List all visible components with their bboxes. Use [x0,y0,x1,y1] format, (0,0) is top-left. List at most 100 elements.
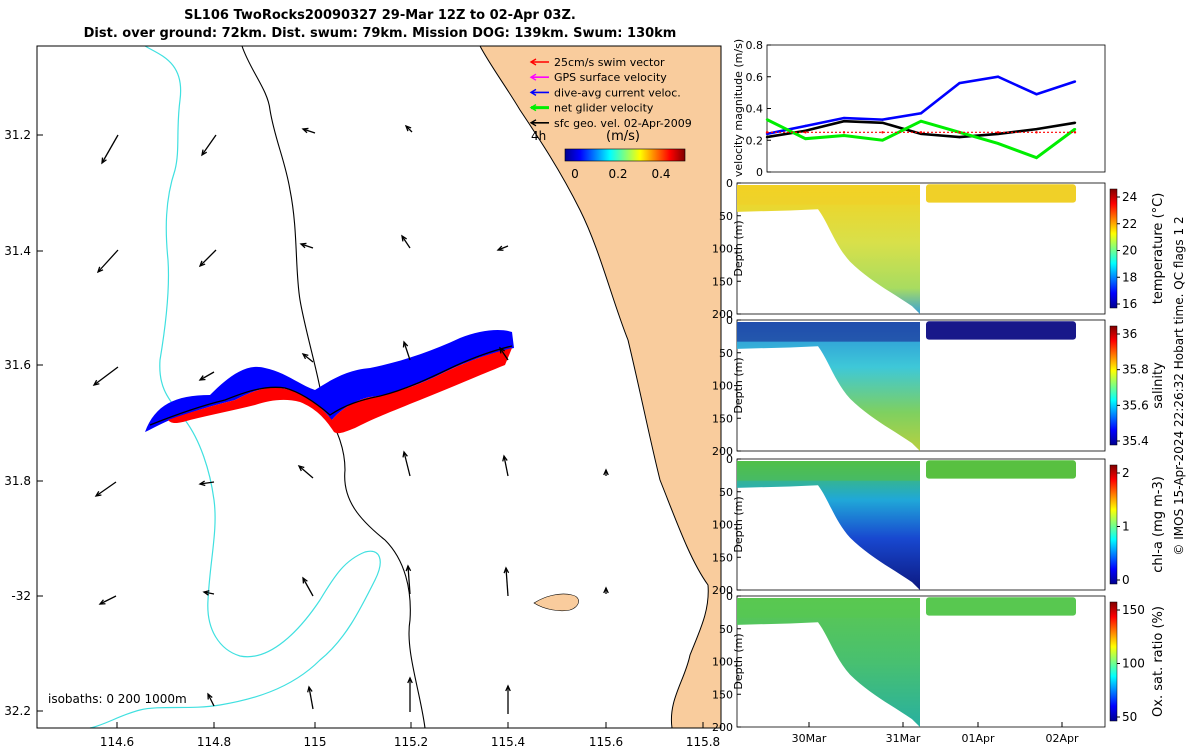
current-arrow [407,676,413,712]
velocity-point [1073,131,1077,134]
section-data-area [737,598,920,727]
time-tick-label: 02Apr [1045,732,1079,745]
current-arrow [401,234,411,249]
velocity-point [842,116,846,120]
current-arrow [603,468,609,476]
map-x-tick-label: 115 [304,735,327,749]
map-y-axis: 31.2 31.4 31.6 31.8 -32 32.2 [4,128,43,718]
velocity-y-tick-label: 0 [756,166,763,179]
velocity-point [804,131,807,134]
colorbar-tick-label: 2 [1122,466,1130,480]
title-line-1: SL106 TwoRocks20090327 29-Mar 12Z to 02-… [184,8,576,23]
colorbar-tick-label: 35.4 [1122,434,1149,448]
colorbar-tick-label: 150 [1122,603,1145,617]
depth-tick-label: 100 [712,656,733,669]
map-x-tick-label: 115.6 [589,735,623,749]
colorbar-tick-label: 24 [1122,190,1137,204]
colorbar-tick-label: 22 [1122,217,1137,231]
velocity-point [919,131,923,134]
velocity-point [1073,127,1077,131]
legend-label: sfc geo. vel. 02-Apr-2009 [554,117,692,130]
colorbar-label: Ox. sat. ratio (%) [1151,606,1166,717]
depth-axis-label: Depth (m) [732,633,745,689]
velocity-point [842,120,846,123]
velocity-point [881,118,884,121]
depth-tick-label: 150 [712,275,733,288]
velocity-point [996,75,1000,78]
current-arrow [297,464,314,479]
velocity-point [765,131,769,134]
map-y-tick-label: 31.4 [4,244,31,258]
colorbar-tick-label: 18 [1122,270,1137,284]
colorbar-tick-label: 35.6 [1122,398,1149,412]
colorbar-tick-label: 35.8 [1122,363,1149,377]
colorbar-tick-label: 0.2 [608,167,627,181]
depth-tick-label: 200 [712,308,733,321]
section-late-band [926,184,1076,203]
velocity-point [1035,156,1038,159]
land-mass [480,46,721,728]
current-arrow [603,586,609,594]
section-colorbar [1109,601,1118,722]
current-arrow [302,576,314,597]
map-y-tick-label: 31.2 [4,128,31,142]
depth-tick-label: 50 [719,486,733,499]
legend-label: GPS surface velocity [554,71,667,84]
colorbar-tick-label: 0 [1122,573,1130,587]
depth-axis-label: Depth (m) [732,220,745,276]
speed-colorbar-ticks: 0 0.2 0.4 [571,167,670,181]
time-scale-label: 4h [531,129,546,143]
section-temperature: 0 50 100 150 200 Depth (m) 16 18 20 22 24 temperatu… [712,177,1166,321]
legend-item: GPS surface velocity [529,71,667,84]
map-y-tick-label: 31.8 [4,474,31,488]
legend-label: dive-avg current veloc. [554,86,681,99]
current-arrow [402,340,411,361]
velocity-y-tick-label: 0.4 [746,103,764,116]
section-salinity: 0 50 100 150 200 Depth (m) 35.4 35.6 35.8 36 salin… [712,314,1166,458]
map-y-tick-label: 31.6 [4,358,31,372]
velocity-point [842,134,846,137]
current-arrow [301,127,316,134]
velocity-panel: 0 0.2 0.4 0.6 0.8 velocity magnitude (m/s) [732,39,1106,179]
velocity-y-axis: 0 0.2 0.4 0.6 0.8 [746,39,771,179]
track-centerline [149,345,513,426]
section-surface-layer [737,185,920,205]
section-data-area [737,461,920,590]
velocity-point [804,124,807,128]
map-y-tick-label: -32 [11,589,31,603]
current-arrow [405,564,412,595]
depth-tick-label: 50 [719,210,733,223]
current-arrow [198,249,217,268]
velocity-point [804,137,807,140]
colorbar-tick-label: 16 [1122,297,1137,311]
imos-credit: © IMOS 15-Apr-2024 22:26:32 Hobart time.… [1172,216,1186,555]
velocity-point [919,112,923,115]
isobath-1000m [89,45,381,729]
velocity-y-tick-label: 0.8 [746,39,764,52]
map-panel: 114.6 114.8 115 115.2 115.4 115.6 115.8 31.231… [4,45,722,749]
section-surface-layer [737,461,920,481]
map-x-tick-label: 115.2 [394,735,428,749]
current-arrow [503,566,510,597]
current-arrow [307,685,314,710]
depth-tick-label: 50 [719,623,733,636]
current-arrow [96,249,119,274]
depth-tick-label: 100 [712,519,733,532]
time-tick-label: 01Apr [961,732,995,745]
isobaths-label: isobaths: 0 200 1000m [48,692,187,706]
legend-item: sfc geo. vel. 02-Apr-2009 [529,117,692,130]
velocity-point [1035,131,1038,134]
depth-tick-label: 150 [712,412,733,425]
colorbar-tick-label: 0 [571,167,579,181]
velocity-point [881,131,884,134]
colorbar-tick-label: 20 [1122,244,1137,258]
current-arrow [499,346,509,361]
section-data-area [737,185,920,314]
velocity-point [996,131,1000,134]
current-arrow [198,480,215,487]
depth-tick-label: 150 [712,688,733,701]
island [533,593,579,612]
legend-label: net glider velocity [554,102,654,115]
velocity-point [1035,127,1038,131]
